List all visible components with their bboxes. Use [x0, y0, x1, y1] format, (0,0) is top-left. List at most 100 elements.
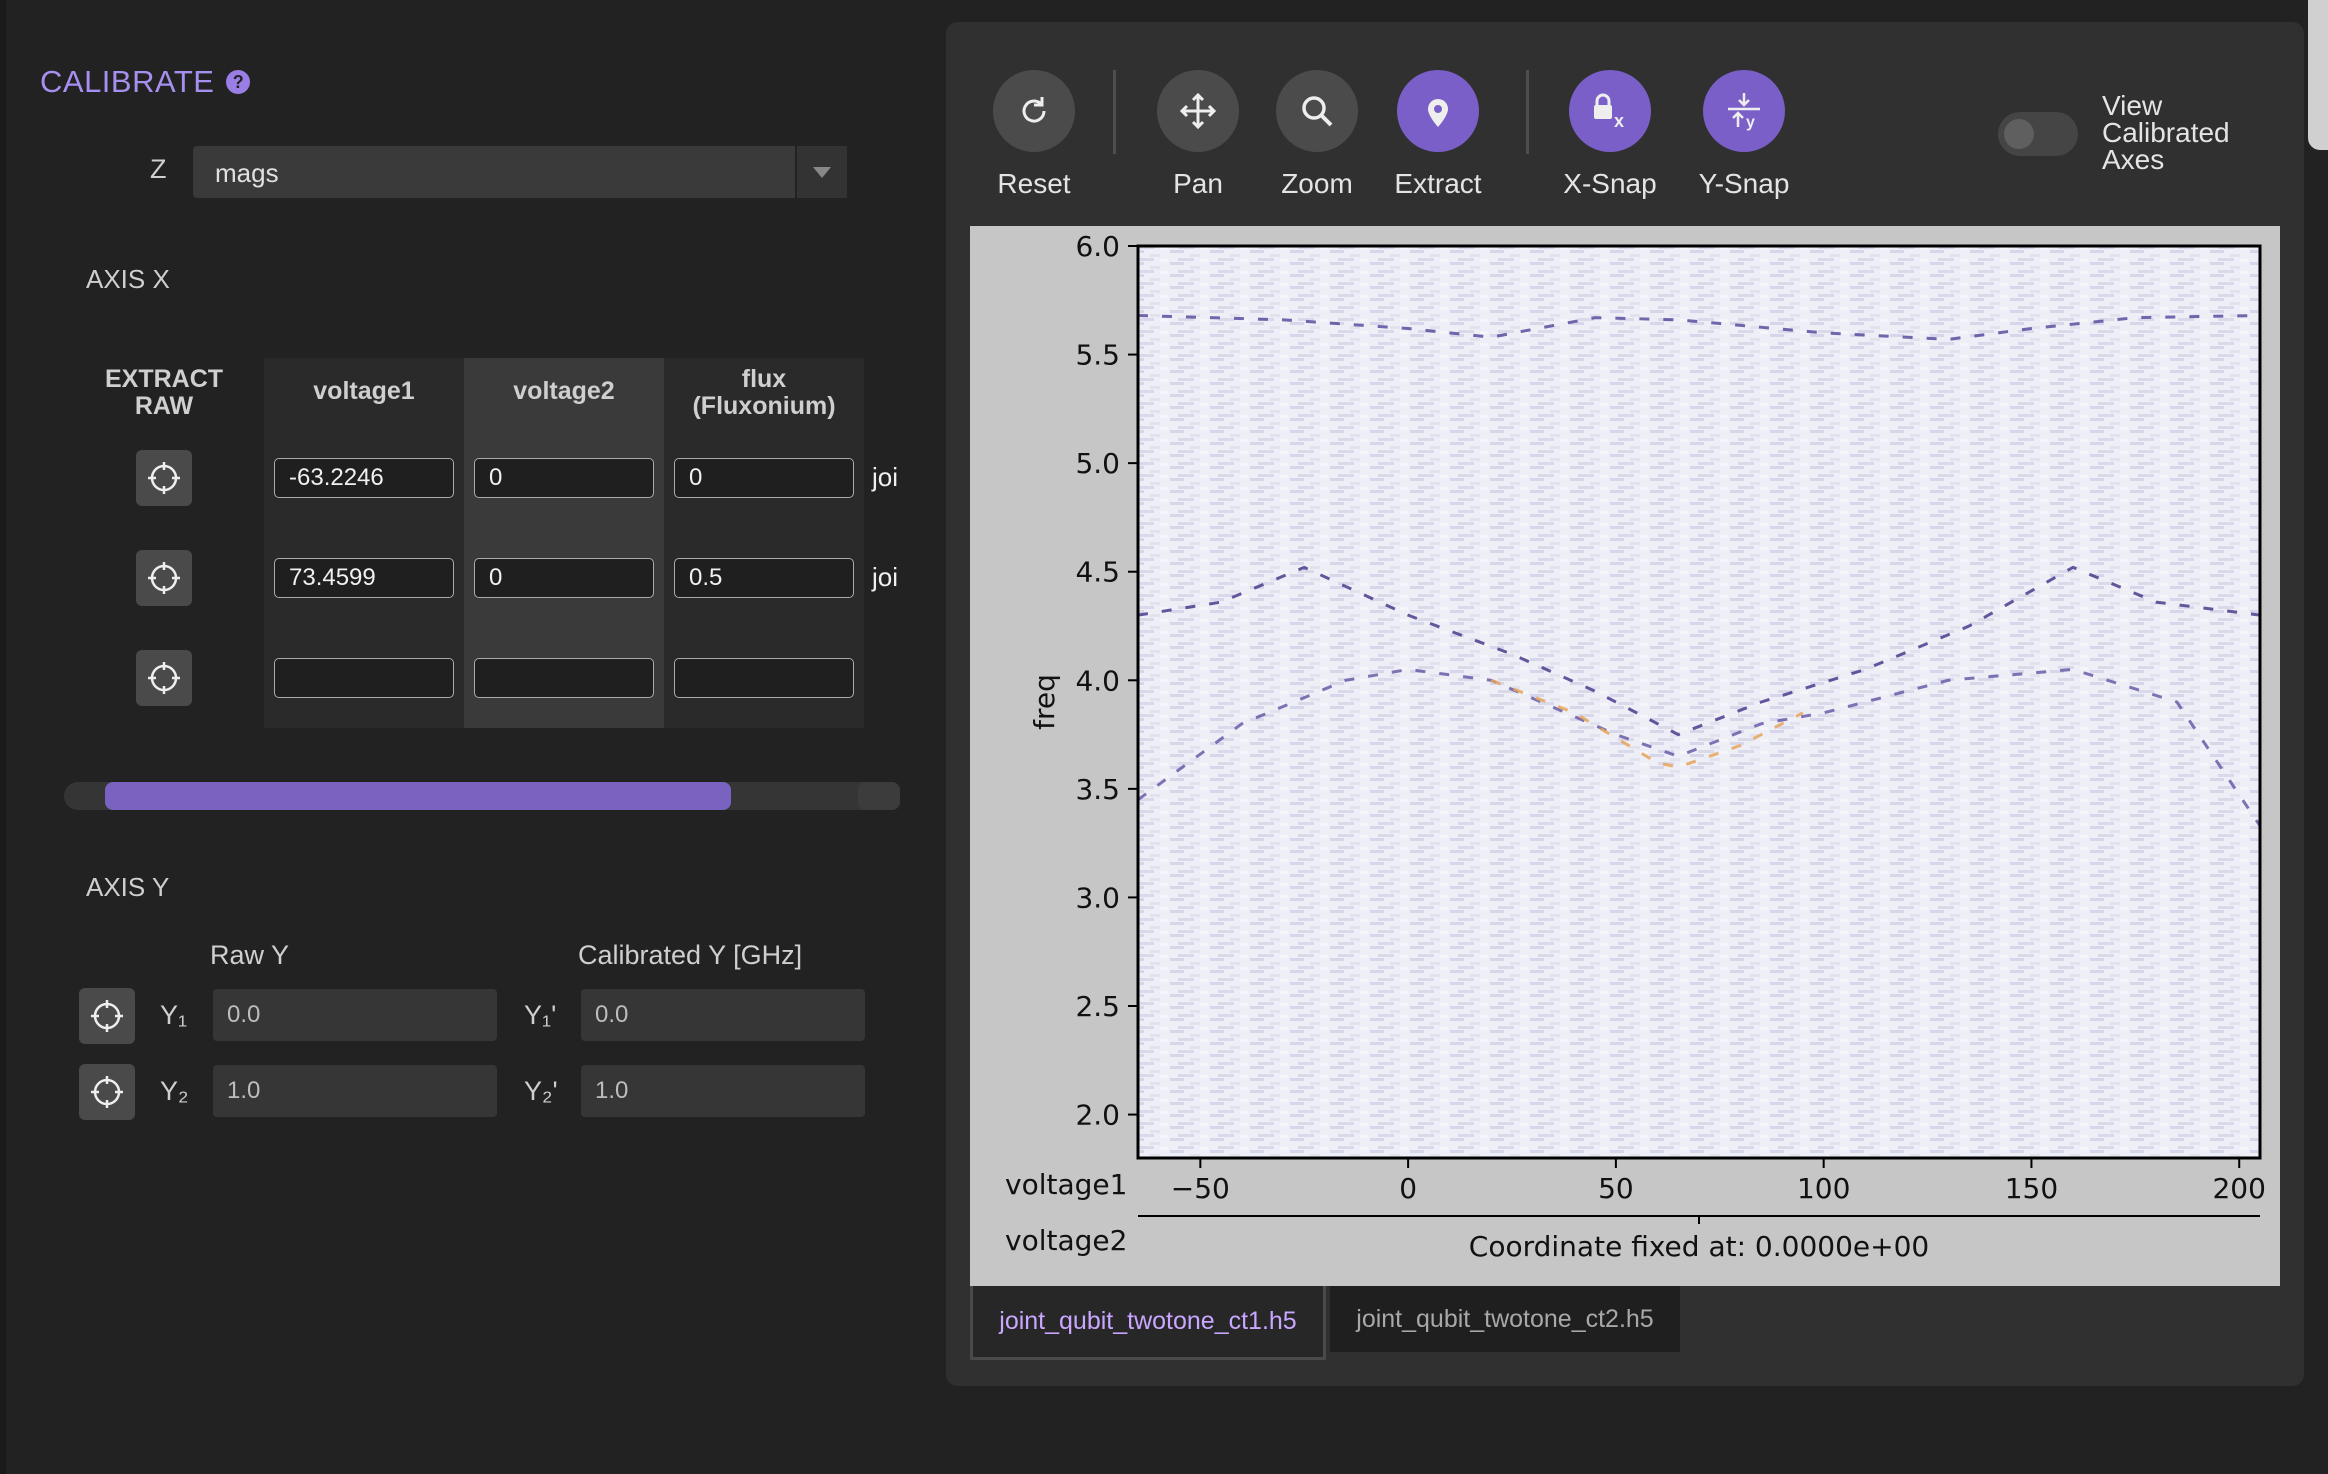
reset-icon — [993, 70, 1075, 152]
left-edge-strip — [0, 0, 6, 1474]
x-axis-ticks: −50 0 50 100 150 200 — [1171, 1158, 2266, 1205]
y-tick-label: 6.0 — [1075, 230, 1120, 263]
plot-area[interactable]: 2.0 2.5 3.0 3.5 4.0 4.5 5.0 5.5 6.0 −50 0 50 100 150… — [970, 226, 2280, 1286]
extract-header-line1: EXTRACT — [104, 365, 224, 393]
lock-x-icon: x — [1569, 70, 1651, 152]
extract-x2-button[interactable] — [136, 550, 192, 606]
view-calibrated-toggle[interactable] — [1998, 112, 2078, 156]
x-axis-label-voltage2: voltage2 — [1005, 1224, 1127, 1257]
tab-file-1[interactable]: joint_qubit_twotone_ct1.h5 — [970, 1286, 1326, 1360]
extract-x3-button[interactable] — [136, 650, 192, 706]
x-axis-label-voltage1: voltage1 — [1005, 1168, 1127, 1201]
voltage2-input-3[interactable] — [474, 658, 654, 698]
flux-input-1[interactable]: 0 — [674, 458, 854, 498]
flux-input-3[interactable] — [674, 658, 854, 698]
ysnap-tool[interactable]: y Y-Snap — [1679, 70, 1809, 200]
x-tick-label: −50 — [1171, 1172, 1230, 1205]
extract-header-line2: RAW — [134, 392, 194, 420]
axis-y-title: AXIS Y — [86, 872, 170, 902]
column-header-voltage2: voltage2 — [513, 377, 615, 405]
table-scrollbar-thumb[interactable] — [105, 782, 731, 810]
y-axis-label: freq — [1028, 674, 1061, 730]
pan-tool[interactable]: Pan — [1133, 70, 1263, 200]
y-tick-label: 3.5 — [1075, 773, 1120, 806]
extract-raw-header: EXTRACT RAW — [64, 366, 264, 420]
column-header-flux: flux (Fluxonium) — [664, 366, 864, 420]
flux-header-line1: flux — [741, 365, 787, 393]
reset-tool[interactable]: Reset — [969, 70, 1099, 200]
heatmap-feature-2 — [1137, 667, 2262, 827]
voltage2-input-1[interactable]: 0 — [474, 458, 654, 498]
pan-label: Pan — [1173, 168, 1223, 199]
xsnap-tool[interactable]: x X-Snap — [1545, 70, 1675, 200]
crosshair-icon — [148, 462, 180, 494]
extract-y1-button[interactable] — [79, 988, 135, 1044]
axis-x-title: AXIS X — [86, 264, 170, 294]
view-calibrated-line1: View — [2102, 90, 2163, 121]
coordinate-fixed-note: Coordinate fixed at: 0.0000e+00 — [1469, 1230, 1929, 1263]
chevron-down-icon[interactable] — [795, 146, 847, 198]
z-select-value: mags — [215, 158, 279, 188]
zoom-icon — [1276, 70, 1358, 152]
heatmap-feature-3 — [1490, 678, 1804, 769]
svg-text:x: x — [1614, 111, 1624, 131]
raw-y-header: Raw Y — [210, 940, 290, 970]
flux-input-2[interactable]: 0.5 — [674, 558, 854, 598]
raw-y1-input[interactable]: 0.0 — [213, 989, 497, 1041]
extract-label: Extract — [1394, 168, 1482, 199]
y-tick-label: 5.5 — [1075, 339, 1120, 372]
extract-tool[interactable]: Extract — [1373, 70, 1503, 200]
crosshair-icon — [148, 662, 180, 694]
crosshair-icon — [148, 562, 180, 594]
x-tick-label: 50 — [1598, 1172, 1634, 1205]
plot-frame — [1136, 244, 2262, 1160]
y-axis-ticks: 2.0 2.5 3.0 3.5 4.0 4.5 5.0 5.5 6.0 — [1075, 230, 1138, 1132]
cal-y2-input[interactable]: 1.0 — [581, 1065, 865, 1117]
crosshair-icon — [91, 1076, 123, 1108]
trailing-text-1: joi — [872, 462, 899, 492]
z-select[interactable]: mags — [193, 146, 847, 198]
extract-x1-button[interactable] — [136, 450, 192, 506]
y-tick-label: 5.0 — [1075, 447, 1120, 480]
location-pin-icon — [1397, 70, 1479, 152]
y-tick-label: 4.0 — [1075, 664, 1120, 697]
calibrated-y-header: Calibrated Y [GHz] — [578, 940, 803, 970]
table-scrollbar-end[interactable] — [858, 782, 900, 810]
x-tick-label: 150 — [2005, 1172, 2058, 1205]
view-calibrated-line2: Calibrated — [2102, 117, 2230, 148]
tab-file-2[interactable]: joint_qubit_twotone_ct2.h5 — [1330, 1286, 1680, 1352]
heatmap-chart[interactable]: 2.0 2.5 3.0 3.5 4.0 4.5 5.0 5.5 6.0 −50 0 50 100 150… — [970, 226, 2280, 1286]
x-tick-label: 200 — [2212, 1172, 2265, 1205]
voltage2-input-2[interactable]: 0 — [474, 558, 654, 598]
x-tick-label: 0 — [1399, 1172, 1417, 1205]
cal-y1-input[interactable]: 0.0 — [581, 989, 865, 1041]
toggle-knob — [2004, 119, 2034, 149]
y2-label: Y₂ — [160, 1076, 189, 1106]
heatmap-feature-1 — [1137, 565, 2261, 737]
pan-icon — [1157, 70, 1239, 152]
column-voltage2: voltage2 0 0 — [464, 358, 664, 728]
zoom-label: Zoom — [1281, 168, 1353, 199]
column-voltage1: voltage1 -63.2246 73.4599 — [264, 358, 464, 728]
help-icon[interactable]: ? — [226, 70, 251, 94]
heatmap-features — [1137, 313, 2262, 827]
y-tick-label: 4.5 — [1075, 556, 1120, 589]
ysnap-label: Y-Snap — [1698, 168, 1790, 199]
extract-y2-button[interactable] — [79, 1064, 135, 1120]
voltage1-input-2[interactable]: 73.4599 — [274, 558, 454, 598]
page-scrollbar-thumb[interactable] — [2308, 0, 2328, 150]
toolbar-divider — [1526, 70, 1529, 154]
flux-header-line2: (Fluxonium) — [692, 392, 836, 420]
reset-label: Reset — [997, 168, 1071, 199]
view-calibrated-line3: Axes — [2102, 144, 2165, 175]
view-calibrated-label: View Calibrated Axes — [2102, 90, 2272, 175]
voltage1-input-3[interactable] — [274, 658, 454, 698]
raw-y2-input[interactable]: 1.0 — [213, 1065, 497, 1117]
zoom-tool[interactable]: Zoom — [1252, 70, 1382, 200]
calibrate-label: CALIBRATE — [40, 64, 215, 99]
voltage1-input-1[interactable]: -63.2246 — [274, 458, 454, 498]
x-tick-label: 100 — [1797, 1172, 1850, 1205]
svg-text:y: y — [1746, 114, 1755, 131]
crosshair-icon — [91, 1000, 123, 1032]
column-flux: flux (Fluxonium) 0 0.5 — [664, 358, 864, 728]
